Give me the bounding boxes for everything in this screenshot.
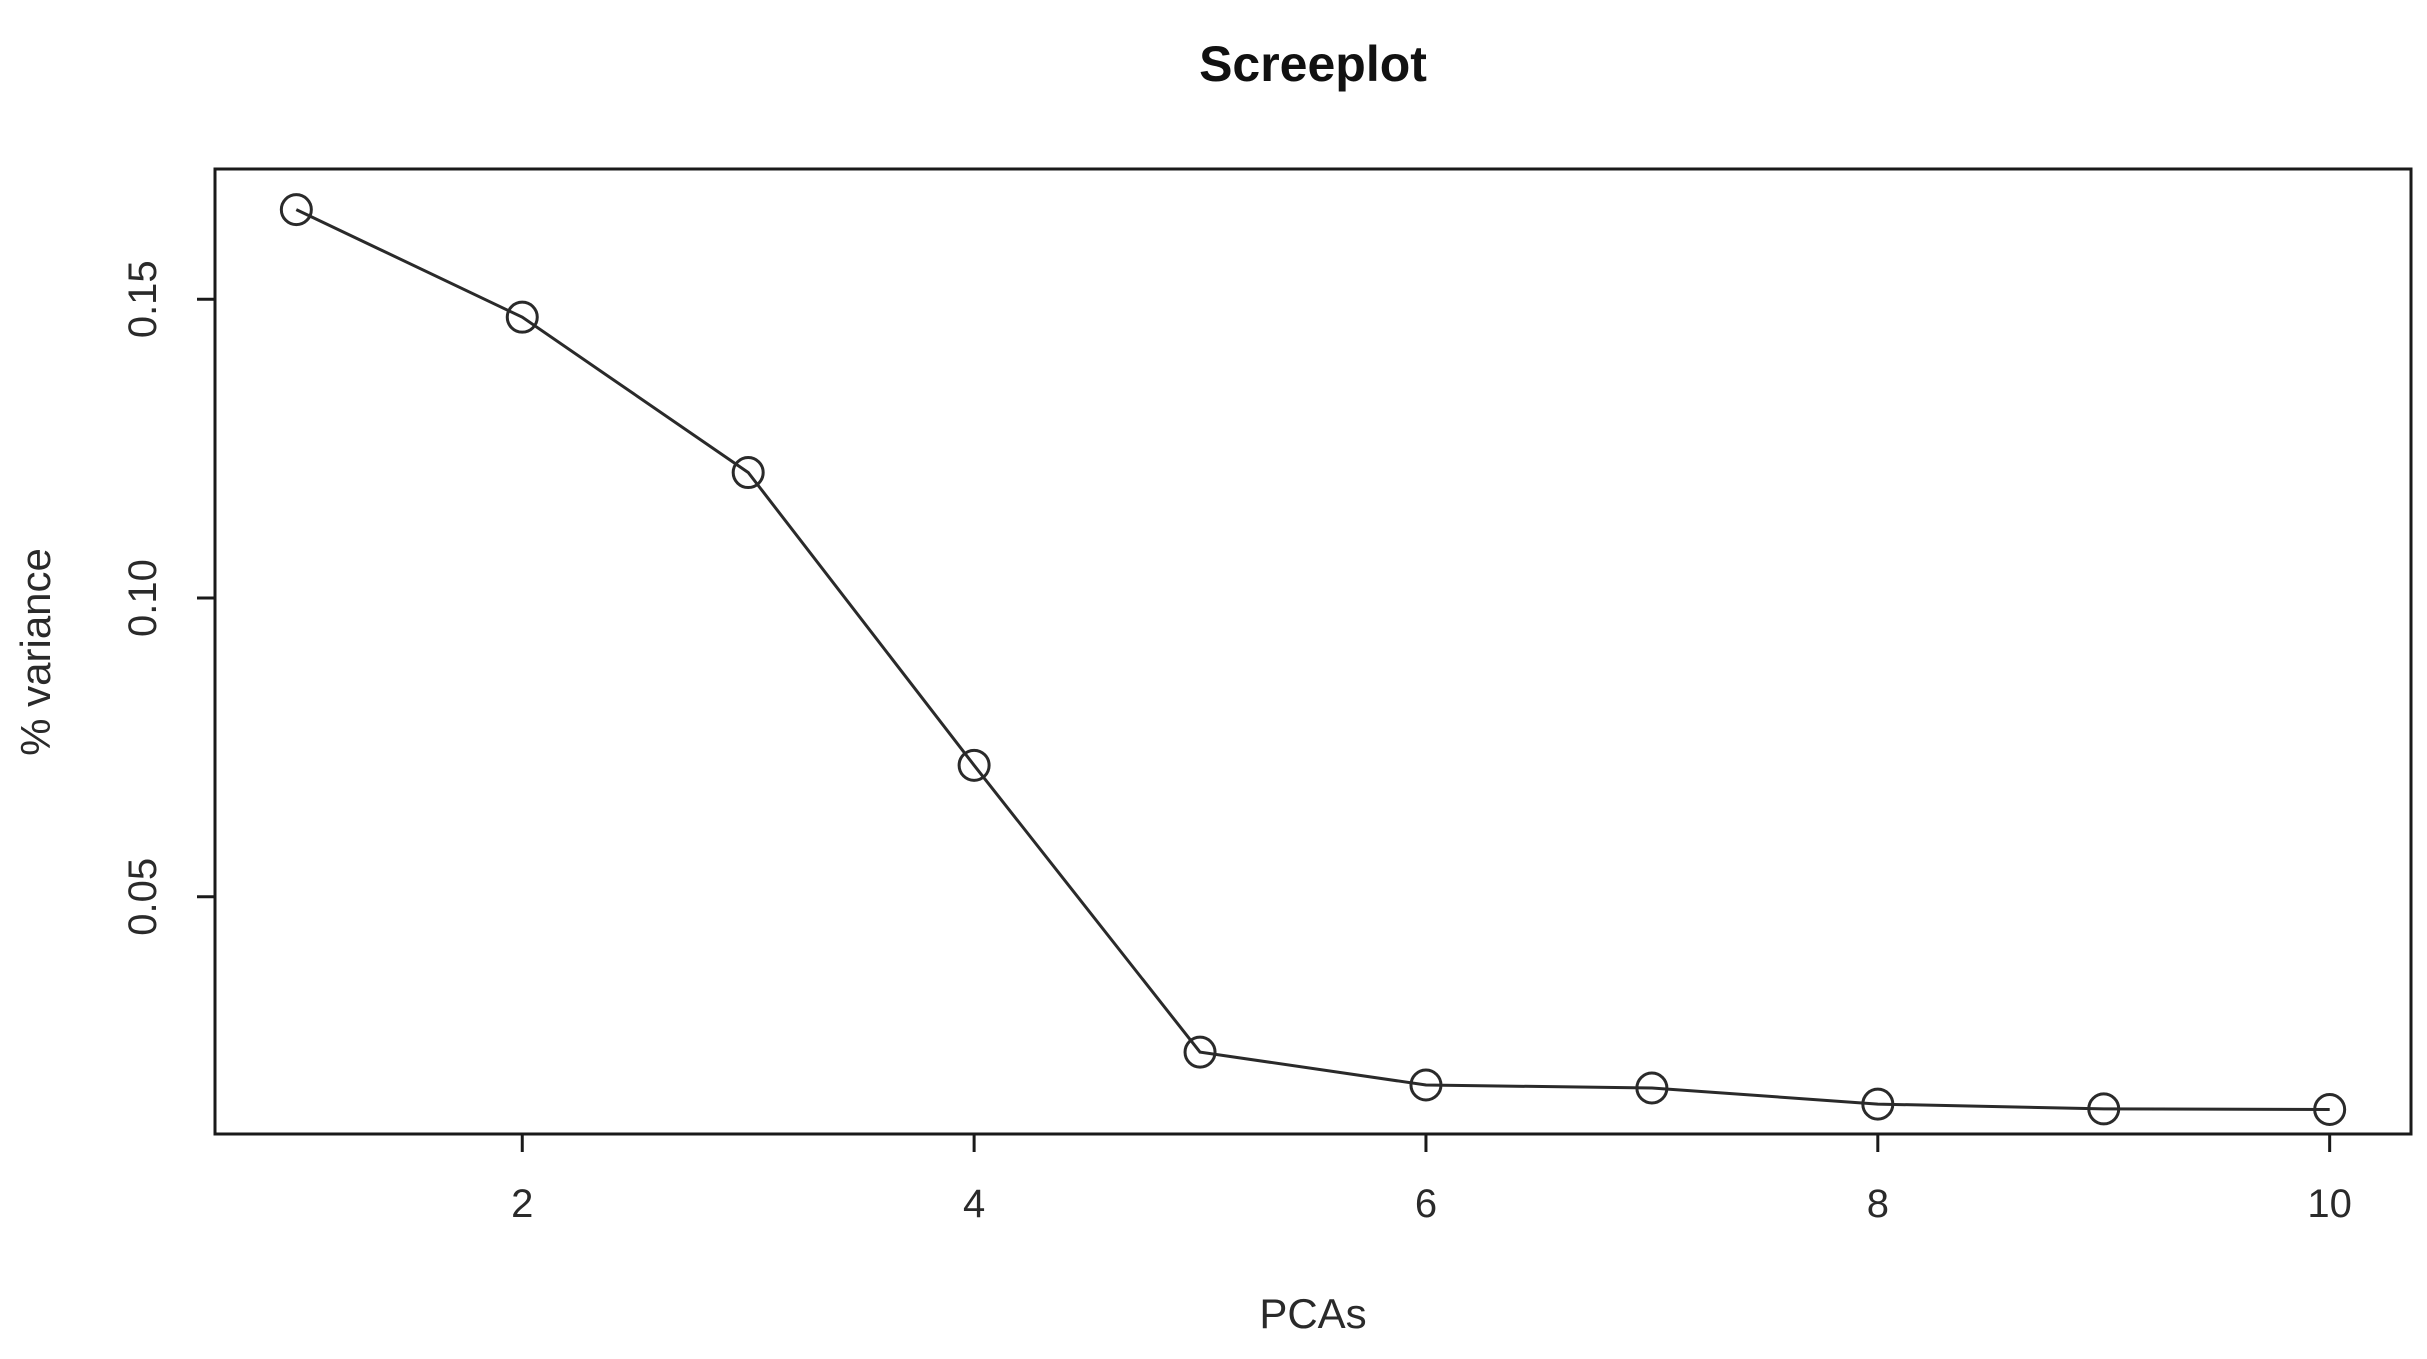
data-point — [1183, 1035, 1217, 1069]
x-tick-label: 8 — [1867, 1182, 1889, 1226]
data-point — [957, 748, 991, 782]
data-point — [1635, 1071, 1669, 1105]
x-axis-label: PCAs — [1259, 1290, 1366, 1337]
plot-frame — [213, 167, 2413, 1136]
data-point — [2313, 1093, 2347, 1127]
x-tick-label: 2 — [511, 1182, 533, 1226]
x-tick-label: 6 — [1415, 1182, 1437, 1226]
data-point — [279, 193, 313, 227]
x-tick-label: 4 — [963, 1182, 985, 1226]
data-point — [731, 456, 765, 490]
data-point — [1409, 1068, 1443, 1102]
y-axis: 0.05 0.10 0.15 — [121, 260, 217, 936]
x-axis: 2 4 6 8 10 — [296, 1132, 2352, 1226]
y-tick-label: 0.05 — [121, 858, 165, 936]
data-point — [1861, 1087, 1895, 1121]
data-point — [2087, 1092, 2121, 1126]
x-tick-label: 10 — [2307, 1182, 2352, 1226]
chart-title: Screeplot — [1199, 36, 1427, 92]
series-line — [295, 208, 2330, 1111]
y-tick-label: 0.10 — [121, 559, 165, 637]
y-tick-label: 0.15 — [121, 260, 165, 338]
y-axis-label: % variance — [12, 548, 59, 756]
data-point — [505, 300, 539, 334]
data-series — [279, 193, 2347, 1127]
